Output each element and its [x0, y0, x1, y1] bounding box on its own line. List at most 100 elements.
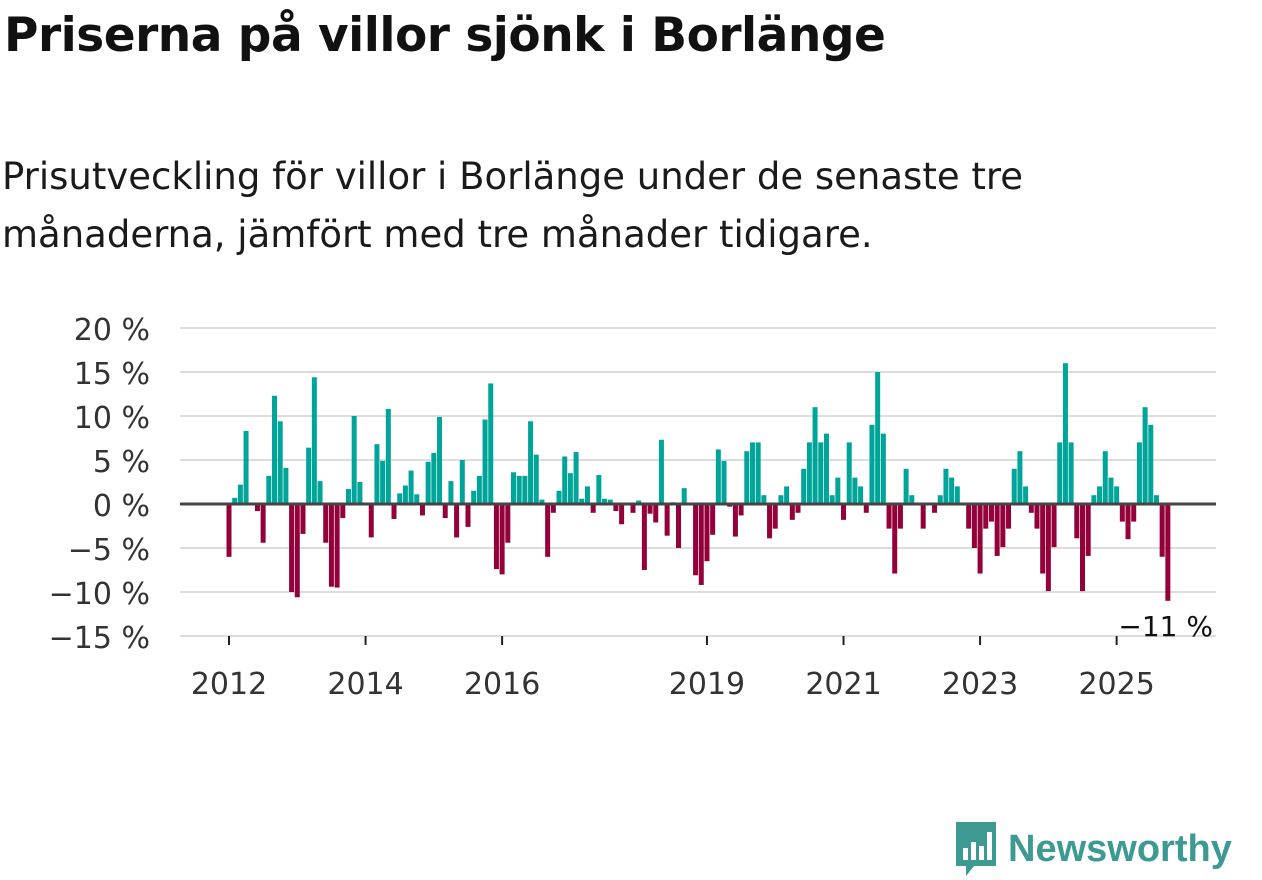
bar: [658, 439, 664, 504]
bar: [880, 433, 886, 504]
bar: [1136, 442, 1142, 504]
bar: [528, 421, 534, 504]
newsworthy-logo-icon: [956, 822, 996, 876]
bar: [1062, 363, 1068, 504]
y-tick-label: −15 %: [49, 621, 150, 656]
bar: [260, 504, 266, 543]
bar: [1080, 504, 1085, 592]
bar: [943, 468, 949, 504]
bar: [1148, 424, 1154, 504]
bar: [1028, 504, 1034, 513]
bar: [1017, 451, 1023, 504]
bar: [932, 504, 938, 513]
bar: [732, 504, 738, 537]
bar: [431, 452, 437, 504]
bar: [869, 424, 875, 504]
bar: [676, 504, 682, 548]
bar: [476, 475, 482, 504]
bar: [937, 495, 943, 504]
bar: [323, 504, 329, 543]
chart-subtitle: Prisutveckling för villor i Borlänge und…: [2, 155, 1024, 256]
x-tick-label: 2012: [191, 667, 267, 702]
bar: [749, 442, 755, 504]
bar: [1051, 504, 1057, 548]
bar: [471, 490, 477, 504]
bar: [909, 495, 915, 504]
bar: [801, 468, 807, 504]
bar: [841, 504, 847, 520]
bar: [607, 499, 613, 504]
bar: [846, 442, 852, 504]
y-tick-label: −10 %: [49, 577, 150, 612]
bar: [966, 504, 972, 529]
bar: [971, 504, 977, 548]
bar: [1159, 504, 1165, 557]
bar: [414, 494, 420, 504]
bar: [619, 504, 625, 525]
bar: [863, 504, 869, 513]
bar: [522, 475, 528, 504]
y-tick-label: 10 %: [74, 401, 150, 436]
bar: [380, 460, 386, 504]
bar: [1011, 468, 1017, 504]
bar: [602, 498, 608, 504]
bar: [482, 419, 488, 504]
bar: [283, 467, 289, 504]
bar: [744, 451, 750, 504]
bar: [226, 504, 232, 557]
x-tick-label: 2025: [1078, 667, 1154, 702]
bar: [1119, 504, 1125, 522]
bar: [1045, 504, 1051, 592]
brand-name: Newsworthy: [1008, 827, 1232, 870]
bar: [988, 504, 994, 522]
y-tick-label: −5 %: [68, 533, 150, 568]
chart-title: Priserna på villor sjönk i Borlänge: [4, 8, 886, 63]
bar: [1125, 504, 1131, 540]
bar: [886, 504, 892, 529]
bar: [1114, 486, 1120, 504]
bar: [277, 421, 283, 504]
bar: [613, 504, 619, 512]
bar: [533, 454, 539, 504]
bar: [340, 504, 346, 519]
bar: [710, 504, 716, 535]
bar: [1153, 495, 1159, 504]
bar: [795, 504, 801, 513]
bar: [858, 486, 864, 504]
bar: [493, 504, 499, 570]
bar: [391, 504, 397, 519]
bar: [949, 477, 955, 504]
y-tick-label: 5 %: [93, 445, 150, 480]
x-tick-label: 2016: [464, 667, 540, 702]
bar: [397, 493, 403, 504]
bar: [1091, 495, 1097, 504]
bar: [835, 477, 841, 504]
bar: [516, 475, 522, 504]
bar: [454, 504, 460, 538]
bar: [311, 377, 317, 504]
bar: [351, 416, 357, 504]
bar: [539, 499, 545, 504]
bar: [567, 473, 573, 504]
bar: [897, 504, 903, 529]
bar: [425, 461, 431, 504]
bar: [317, 481, 323, 504]
bar: [647, 504, 653, 514]
bar: [1006, 504, 1012, 529]
bar: [272, 395, 278, 504]
bar: [693, 504, 699, 576]
bar: [994, 504, 1000, 556]
bar: [334, 504, 340, 588]
bar: [590, 504, 596, 513]
x-tick-label: 2021: [805, 667, 881, 702]
bar: [550, 504, 556, 513]
bar: [266, 475, 272, 504]
bar: [511, 472, 516, 504]
bar: [1108, 477, 1114, 504]
x-tick-label: 2023: [942, 667, 1018, 702]
bar: [920, 504, 926, 529]
x-tick-label: 2014: [327, 667, 403, 702]
bar: [1165, 504, 1171, 601]
bar: [664, 504, 670, 536]
